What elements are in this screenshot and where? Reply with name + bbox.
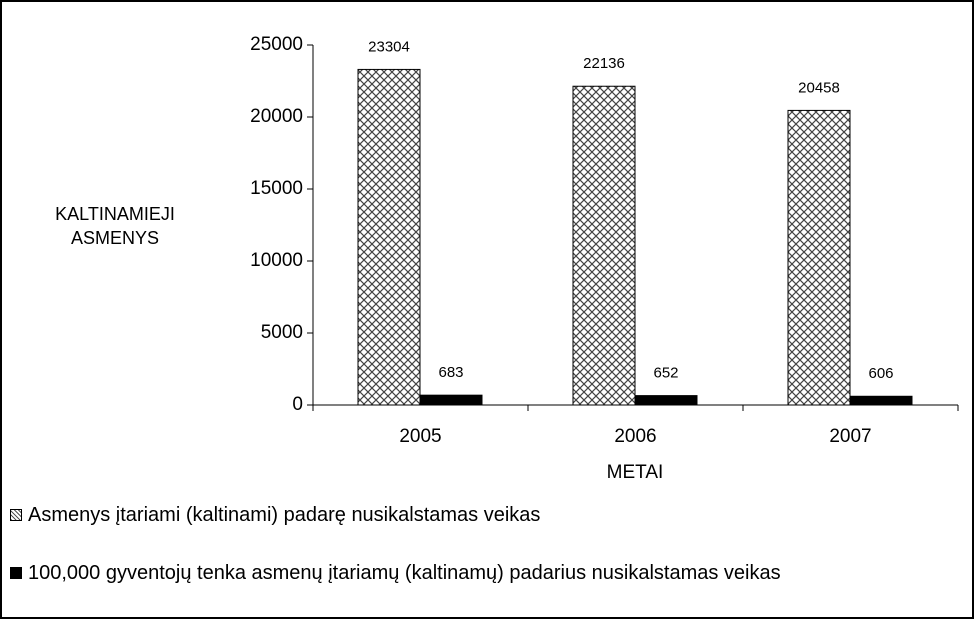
y-tick-label: 20000 — [250, 106, 303, 127]
y-axis-title: KALTINAMIEJI ASMENYS — [55, 204, 175, 248]
data-label: 22136 — [583, 55, 625, 72]
bar — [572, 85, 636, 406]
legend-swatch — [10, 509, 22, 521]
legend-item: 100,000 gyventojų tenka asmenų įtariamų … — [8, 561, 970, 585]
legend: Asmenys įtariami (kaltinami) padarę nusi… — [8, 503, 970, 585]
x-tick-label: 2005 — [399, 426, 441, 447]
x-axis-title: METAI — [607, 462, 664, 483]
y-tick-label: 10000 — [250, 250, 303, 271]
x-tick-label: 2007 — [829, 426, 871, 447]
legend-label: Asmenys įtariami (kaltinami) padarę nusi… — [28, 504, 541, 526]
bar — [419, 394, 483, 406]
x-tick-label: 2006 — [614, 426, 656, 447]
data-label: 683 — [438, 364, 463, 381]
bar — [787, 109, 851, 406]
legend-label: 100,000 gyventojų tenka asmenų įtariamų … — [28, 562, 781, 584]
legend-item: Asmenys įtariami (kaltinami) padarę nusi… — [8, 503, 970, 527]
y-tick-label: 15000 — [250, 178, 303, 199]
y-tick-label: 0 — [292, 394, 303, 415]
y-tick-label: 5000 — [261, 322, 303, 343]
data-label: 23304 — [368, 38, 410, 55]
y-tick-label: 25000 — [250, 34, 303, 55]
bar — [357, 68, 421, 406]
data-label: 606 — [868, 365, 893, 382]
data-label: 20458 — [798, 79, 840, 96]
bar — [849, 395, 913, 406]
bar — [634, 395, 698, 406]
data-label: 652 — [653, 365, 678, 382]
legend-swatch — [10, 567, 22, 579]
